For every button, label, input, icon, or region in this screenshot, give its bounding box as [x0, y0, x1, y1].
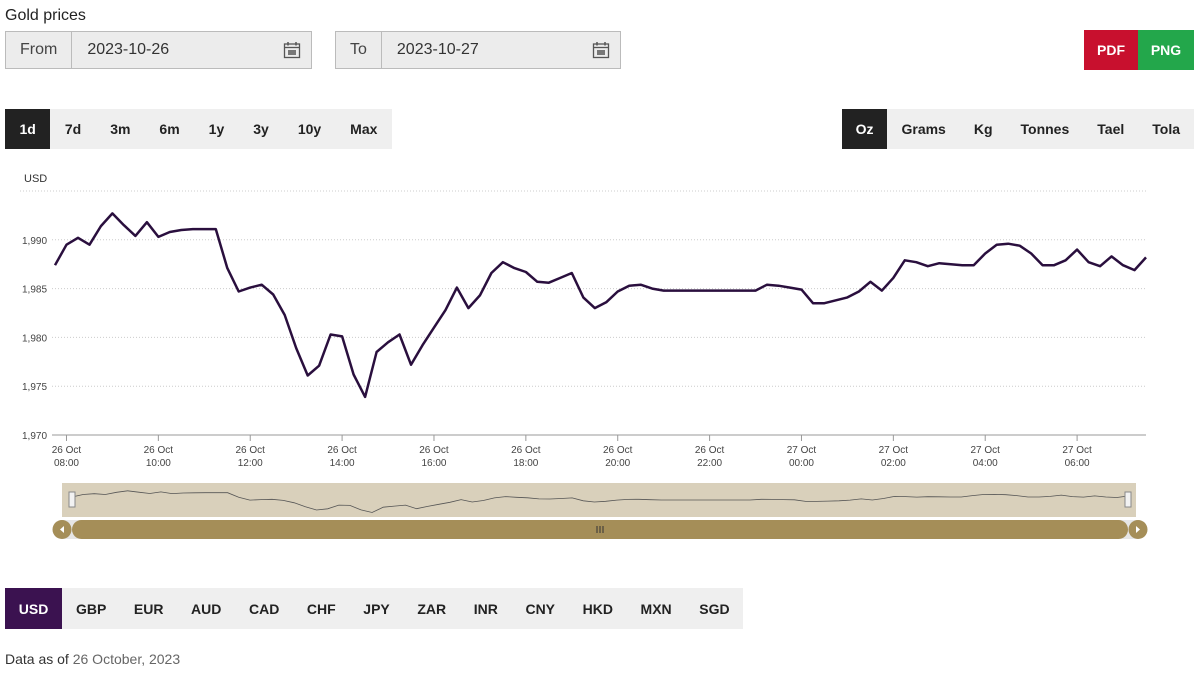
- x-tick-label: 27 Oct: [970, 445, 1000, 456]
- option-button[interactable]: 10y: [297, 121, 322, 137]
- option-button[interactable]: GBP: [75, 600, 107, 617]
- pdf-button[interactable]: PDF: [1084, 30, 1138, 70]
- x-tick-label: 27 Oct: [879, 445, 909, 456]
- calendar-icon[interactable]: [283, 41, 301, 59]
- option-button[interactable]: Tola: [1152, 121, 1180, 137]
- navigator-line: [71, 490, 1129, 513]
- option-button[interactable]: ZAR: [417, 600, 447, 617]
- option-button[interactable]: CAD: [248, 600, 280, 617]
- from-value: 2023-10-26: [87, 41, 170, 58]
- option-button[interactable]: HKD: [582, 600, 613, 617]
- y-axis-label: USD: [24, 173, 47, 185]
- y-tick-label: 1,990: [22, 236, 47, 247]
- y-tick-label: 1,970: [22, 431, 47, 442]
- x-tick-label: 26 Oct: [419, 445, 449, 456]
- x-tick-label: 27 Oct: [1062, 445, 1092, 456]
- option-button[interactable]: AUD: [191, 600, 222, 617]
- option-button[interactable]: Max: [350, 121, 378, 137]
- option-button[interactable]: EUR: [133, 600, 164, 617]
- x-tick-label: 26 Oct: [144, 445, 174, 456]
- option-button[interactable]: USD: [5, 588, 63, 629]
- x-tick-label: 26 Oct: [235, 445, 265, 456]
- option-button[interactable]: 7d: [64, 121, 82, 137]
- x-tick-label: 14:00: [330, 458, 355, 469]
- x-tick-label: 26 Oct: [52, 445, 82, 456]
- x-tick-label: 02:00: [881, 458, 906, 469]
- option-button[interactable]: SGD: [699, 600, 730, 617]
- unit-selector: Oz Grams Kg Tonnes Tael Tola: [841, 109, 1194, 149]
- x-tick-label: 26 Oct: [695, 445, 725, 456]
- option-button[interactable]: 3y: [253, 121, 269, 137]
- to-value: 2023-10-27: [396, 41, 479, 58]
- x-tick-label: 18:00: [513, 458, 538, 469]
- option-button[interactable]: Grams: [901, 121, 946, 137]
- footer: Data as of 26 October, 2023: [5, 651, 180, 667]
- option-button[interactable]: Kg: [973, 121, 993, 137]
- x-tick-label: 08:00: [54, 458, 79, 469]
- option-button[interactable]: 6m: [159, 121, 180, 137]
- arrow-glyph: [1136, 526, 1140, 533]
- footer-date: 26 October, 2023: [72, 651, 181, 667]
- calendar-icon[interactable]: [592, 41, 610, 59]
- navigator: [62, 483, 1136, 517]
- to-label: To: [336, 32, 382, 68]
- x-tick-label: 26 Oct: [603, 445, 633, 456]
- from-label: From: [6, 32, 73, 68]
- option-button[interactable]: MXN: [640, 600, 672, 617]
- x-tick-label: 26 Oct: [511, 445, 541, 456]
- option-button[interactable]: Oz: [841, 109, 888, 149]
- y-tick-label: 1,980: [22, 333, 47, 344]
- x-tick-label: 10:00: [146, 458, 171, 469]
- y-tick-label: 1,975: [22, 382, 47, 393]
- x-tick-label: 06:00: [1065, 458, 1090, 469]
- x-tick-label: 04:00: [973, 458, 998, 469]
- option-button[interactable]: Tael: [1097, 121, 1125, 137]
- option-button[interactable]: CNY: [525, 600, 556, 617]
- to-date[interactable]: To 2023-10-27: [335, 31, 621, 69]
- option-button[interactable]: Tonnes: [1020, 121, 1070, 137]
- x-tick-label: 27 Oct: [787, 445, 817, 456]
- navigator-handle: [1124, 491, 1132, 508]
- price-line: [53, 212, 1147, 399]
- x-tick-label: 12:00: [238, 458, 263, 469]
- arrow-glyph: [60, 526, 64, 533]
- png-button[interactable]: PNG: [1138, 30, 1194, 70]
- option-button[interactable]: CHF: [306, 600, 336, 617]
- option-button[interactable]: 1y: [208, 121, 225, 137]
- x-tick-label: 26 Oct: [327, 445, 357, 456]
- page-title: Gold prices: [5, 7, 86, 24]
- x-tick-label: 22:00: [697, 458, 722, 469]
- x-tick-label: 16:00: [421, 458, 446, 469]
- option-button[interactable]: INR: [473, 600, 498, 617]
- x-tick-label: 00:00: [789, 458, 814, 469]
- currency-selector: USD GBP EUR AUD CAD CHF JPY ZAR INR CNY HKD MXN SGD: [5, 588, 744, 629]
- x-tick-label: 20:00: [605, 458, 630, 469]
- navigator-handle: [68, 491, 76, 508]
- period-selector: 1d 7d 3m 6m 1y 3y 10y Max: [5, 109, 392, 149]
- footer-label: Data as of: [5, 651, 69, 667]
- option-button[interactable]: 3m: [110, 121, 131, 137]
- from-date[interactable]: From 2023-10-26: [5, 31, 312, 69]
- option-button[interactable]: JPY: [363, 600, 390, 617]
- option-button[interactable]: 1d: [5, 109, 51, 149]
- y-tick-label: 1,985: [22, 285, 47, 296]
